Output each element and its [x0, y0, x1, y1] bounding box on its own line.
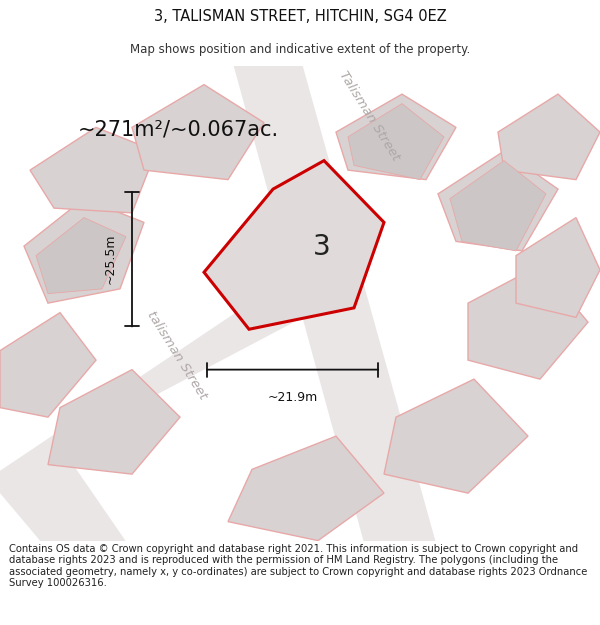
Polygon shape [498, 94, 600, 179]
Text: ~21.9m: ~21.9m [268, 391, 317, 404]
Polygon shape [30, 127, 156, 213]
Polygon shape [438, 151, 558, 251]
Polygon shape [384, 379, 528, 493]
Polygon shape [468, 265, 588, 379]
Polygon shape [0, 312, 96, 417]
Text: Talisman Street: Talisman Street [336, 68, 402, 162]
Text: talisman Street: talisman Street [145, 309, 209, 402]
Polygon shape [516, 217, 600, 318]
Polygon shape [24, 199, 144, 303]
Text: Map shows position and indicative extent of the property.: Map shows position and indicative extent… [130, 42, 470, 56]
Text: 3, TALISMAN STREET, HITCHIN, SG4 0EZ: 3, TALISMAN STREET, HITCHIN, SG4 0EZ [154, 9, 446, 24]
Polygon shape [336, 94, 456, 179]
Text: ~271m²/~0.067ac.: ~271m²/~0.067ac. [78, 120, 279, 140]
Polygon shape [132, 84, 264, 179]
Polygon shape [0, 294, 312, 550]
Text: ~25.5m: ~25.5m [104, 234, 117, 284]
Polygon shape [231, 56, 438, 550]
Polygon shape [48, 369, 180, 474]
Polygon shape [348, 104, 444, 179]
Polygon shape [228, 436, 384, 541]
Polygon shape [204, 161, 384, 329]
Polygon shape [36, 217, 126, 294]
Polygon shape [450, 161, 546, 251]
Text: Contains OS data © Crown copyright and database right 2021. This information is : Contains OS data © Crown copyright and d… [9, 544, 587, 588]
Text: 3: 3 [313, 233, 331, 261]
